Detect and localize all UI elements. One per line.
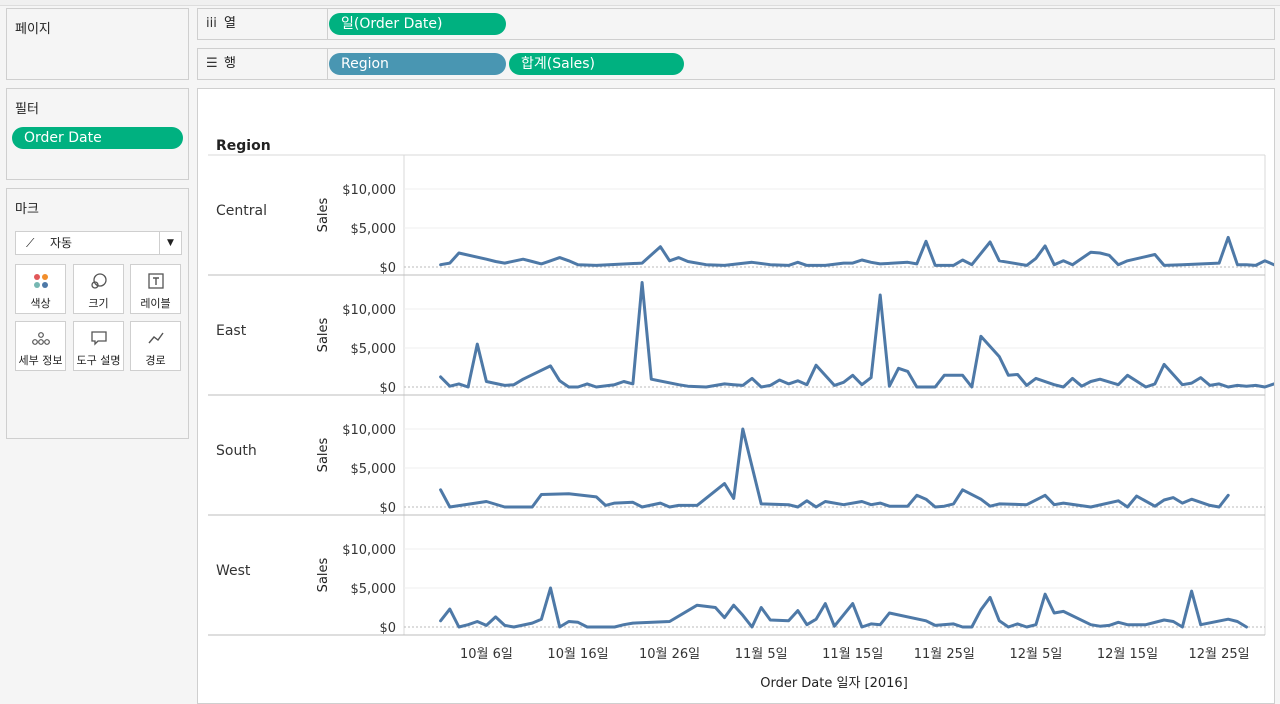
size-button-label: 크기	[88, 297, 109, 310]
y-tick-label: $0	[379, 381, 396, 396]
series-line-east	[439, 281, 1276, 389]
pages-panel: 페이지	[6, 8, 189, 80]
x-tick-label: 10월 26일	[639, 647, 700, 662]
label-t-icon	[131, 272, 180, 290]
x-tick-label: 10월 6일	[460, 647, 513, 662]
y-tick-label: $10,000	[342, 423, 396, 438]
x-tick-label: 10월 16일	[547, 647, 608, 662]
tooltip-button-label: 도구 설명	[76, 354, 121, 367]
line-chart-icon: ⟋	[26, 236, 35, 250]
series-line-central	[439, 235, 1276, 267]
chart-view[interactable]: Region Central Sales $0 $5,000 $10,000 East Sal…	[197, 88, 1276, 704]
y-tick-label: $5,000	[351, 582, 397, 597]
filters-panel-title: 필터	[15, 102, 39, 117]
region-label: West	[216, 563, 251, 579]
size-circles-icon	[74, 272, 123, 290]
rows-pill-region[interactable]: Region	[329, 53, 506, 75]
columns-pill-order-date[interactable]: 일(Order Date)	[329, 13, 506, 35]
region-header: Region	[216, 138, 271, 154]
detail-button-label: 세부 정보	[18, 354, 63, 367]
rows-shelf-label-box: ☰ 행	[198, 49, 328, 79]
path-line-icon	[131, 329, 180, 347]
chevron-down-icon[interactable]: ▼	[159, 232, 181, 254]
x-axis-title: Order Date 일자 [2016]	[760, 676, 908, 691]
columns-shelf-label-box: iii 열	[198, 9, 328, 39]
line-chart: Region Central Sales $0 $5,000 $10,000 East Sal…	[208, 138, 1276, 691]
x-tick-label: 11월 25일	[914, 647, 975, 662]
x-tick-label: 12월 15일	[1097, 647, 1158, 662]
region-label: Central	[216, 203, 267, 219]
mark-type-label: 자동	[50, 236, 73, 250]
detail-dots-icon	[16, 329, 65, 347]
y-axis-title: Sales	[316, 437, 331, 472]
y-tick-label: $5,000	[351, 462, 397, 477]
size-button[interactable]: 크기	[73, 264, 124, 314]
label-button[interactable]: 레이블	[130, 264, 181, 314]
y-tick-label: $0	[379, 621, 396, 636]
pages-panel-title: 페이지	[15, 22, 51, 37]
mark-type-dropdown[interactable]: ⟋ 자동 ▼	[15, 231, 182, 255]
rows-pill-sales[interactable]: 합계(Sales)	[509, 53, 684, 75]
path-button-label: 경로	[145, 354, 166, 367]
label-button-label: 레이블	[140, 297, 171, 310]
path-button[interactable]: 경로	[130, 321, 181, 371]
marks-panel: 마크 ⟋ 자동 ▼ 색상 크기 레이블	[6, 188, 189, 439]
filters-panel: 필터 Order Date	[6, 88, 189, 180]
tooltip-bubble-icon	[74, 329, 123, 347]
x-tick-label: 12월 25일	[1188, 647, 1249, 662]
series-line-west	[439, 586, 1248, 629]
x-tick-label: 11월 15일	[822, 647, 883, 662]
top-strip	[0, 0, 1280, 6]
filter-pill-order-date[interactable]: Order Date	[12, 127, 183, 149]
columns-shelf: iii 열 일(Order Date)	[197, 8, 1275, 40]
region-label: East	[216, 323, 247, 339]
detail-button[interactable]: 세부 정보	[15, 321, 66, 371]
marks-panel-title: 마크	[15, 202, 39, 217]
color-dots-icon	[16, 272, 65, 290]
columns-shelf-label: 열	[224, 16, 236, 31]
tooltip-button[interactable]: 도구 설명	[73, 321, 124, 371]
y-tick-label: $10,000	[342, 183, 396, 198]
region-label: South	[216, 443, 257, 459]
y-tick-label: $0	[379, 261, 396, 276]
rows-shelf-label: 행	[224, 56, 236, 71]
rows-shelf: ☰ 행 Region 합계(Sales)	[197, 48, 1275, 80]
rows-icon: ☰	[206, 56, 218, 71]
y-tick-label: $5,000	[351, 222, 397, 237]
y-tick-label: $10,000	[342, 543, 396, 558]
y-tick-label: $5,000	[351, 342, 397, 357]
columns-icon: iii	[206, 16, 217, 31]
color-button[interactable]: 색상	[15, 264, 66, 314]
x-tick-label: 12월 5일	[1009, 647, 1062, 662]
y-axis-title: Sales	[316, 557, 331, 592]
series-line-south	[439, 427, 1230, 509]
y-axis-title: Sales	[316, 317, 331, 352]
y-tick-label: $0	[379, 501, 396, 516]
y-axis-title: Sales	[316, 197, 331, 232]
color-button-label: 색상	[30, 297, 51, 310]
y-tick-label: $10,000	[342, 303, 396, 318]
x-tick-label: 11월 5일	[735, 647, 788, 662]
